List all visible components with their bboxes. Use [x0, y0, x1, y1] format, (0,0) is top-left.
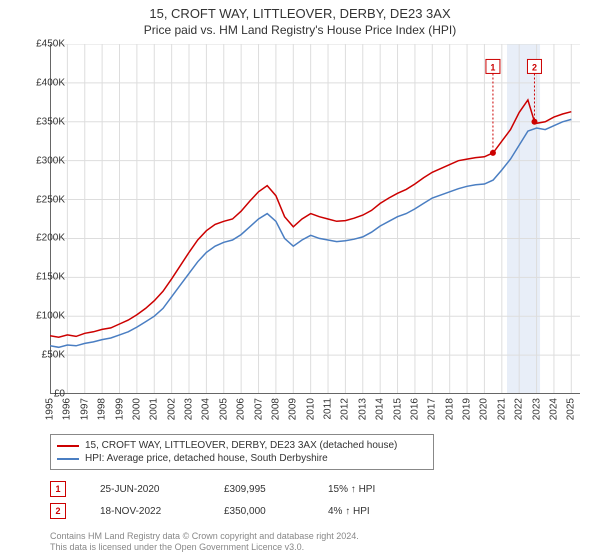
legend-swatch [57, 458, 79, 460]
x-tick-label: 2001 [149, 398, 160, 420]
legend-label: HPI: Average price, detached house, Sout… [85, 453, 328, 464]
legend: 15, CROFT WAY, LITTLEOVER, DERBY, DE23 3… [50, 434, 434, 470]
x-tick-label: 2003 [184, 398, 195, 420]
chart-area: 12 [50, 44, 580, 394]
chart-title: 15, CROFT WAY, LITTLEOVER, DERBY, DE23 3… [0, 0, 600, 21]
chart-plot: 12 [50, 44, 580, 394]
x-tick-label: 2007 [253, 398, 264, 420]
x-tick-label: 2020 [479, 398, 490, 420]
attribution-line: Contains HM Land Registry data © Crown c… [50, 531, 359, 543]
y-tick-label: £300K [36, 155, 65, 166]
x-tick-label: 2017 [427, 398, 438, 420]
marker-delta: 4% ↑ HPI [328, 506, 370, 517]
legend-item: 15, CROFT WAY, LITTLEOVER, DERBY, DE23 3… [57, 439, 427, 452]
y-tick-label: £100K [36, 311, 65, 322]
svg-text:1: 1 [490, 62, 495, 72]
x-tick-label: 2016 [409, 398, 420, 420]
x-tick-label: 2012 [340, 398, 351, 420]
x-tick-label: 1996 [62, 398, 73, 420]
marker-badge: 1 [50, 481, 66, 497]
y-tick-label: £250K [36, 194, 65, 205]
chart-subtitle: Price paid vs. HM Land Registry's House … [0, 21, 600, 41]
chart-container: 15, CROFT WAY, LITTLEOVER, DERBY, DE23 3… [0, 0, 600, 560]
y-tick-label: £50K [42, 350, 65, 361]
marker-date: 18-NOV-2022 [100, 506, 190, 517]
x-tick-label: 2014 [375, 398, 386, 420]
x-tick-label: 2009 [288, 398, 299, 420]
x-tick-label: 2025 [566, 398, 577, 420]
x-tick-label: 2008 [270, 398, 281, 420]
legend-label: 15, CROFT WAY, LITTLEOVER, DERBY, DE23 3… [85, 440, 397, 451]
y-tick-label: £450K [36, 39, 65, 50]
x-tick-label: 2022 [514, 398, 525, 420]
x-tick-label: 2000 [131, 398, 142, 420]
marker-row: 1 25-JUN-2020 £309,995 15% ↑ HPI [50, 478, 375, 500]
x-tick-label: 2013 [357, 398, 368, 420]
marker-date: 25-JUN-2020 [100, 484, 190, 495]
x-tick-label: 2024 [548, 398, 559, 420]
x-tick-label: 2011 [323, 398, 334, 420]
attribution-line: This data is licensed under the Open Gov… [50, 542, 359, 554]
marker-price: £309,995 [224, 484, 294, 495]
marker-delta: 15% ↑ HPI [328, 484, 375, 495]
marker-price: £350,000 [224, 506, 294, 517]
y-tick-label: £150K [36, 272, 65, 283]
svg-text:2: 2 [532, 62, 537, 72]
marker-badge: 2 [50, 503, 66, 519]
x-tick-label: 1995 [45, 398, 56, 420]
x-tick-label: 1999 [114, 398, 125, 420]
x-tick-label: 2023 [531, 398, 542, 420]
x-tick-label: 1998 [97, 398, 108, 420]
x-tick-label: 2015 [392, 398, 403, 420]
y-tick-label: £350K [36, 116, 65, 127]
x-tick-label: 2019 [462, 398, 473, 420]
y-tick-label: £400K [36, 77, 65, 88]
legend-item: HPI: Average price, detached house, Sout… [57, 452, 427, 465]
attribution: Contains HM Land Registry data © Crown c… [50, 531, 359, 554]
x-tick-label: 2010 [305, 398, 316, 420]
x-tick-label: 2004 [201, 398, 212, 420]
marker-table: 1 25-JUN-2020 £309,995 15% ↑ HPI 2 18-NOV-202… [50, 478, 375, 522]
x-tick-label: 1997 [79, 398, 90, 420]
x-tick-label: 2006 [236, 398, 247, 420]
y-tick-label: £200K [36, 233, 65, 244]
marker-row: 2 18-NOV-2022 £350,000 4% ↑ HPI [50, 500, 375, 522]
x-tick-label: 2002 [166, 398, 177, 420]
x-tick-label: 2021 [496, 398, 507, 420]
x-tick-label: 2018 [444, 398, 455, 420]
legend-swatch [57, 445, 79, 447]
x-tick-label: 2005 [218, 398, 229, 420]
